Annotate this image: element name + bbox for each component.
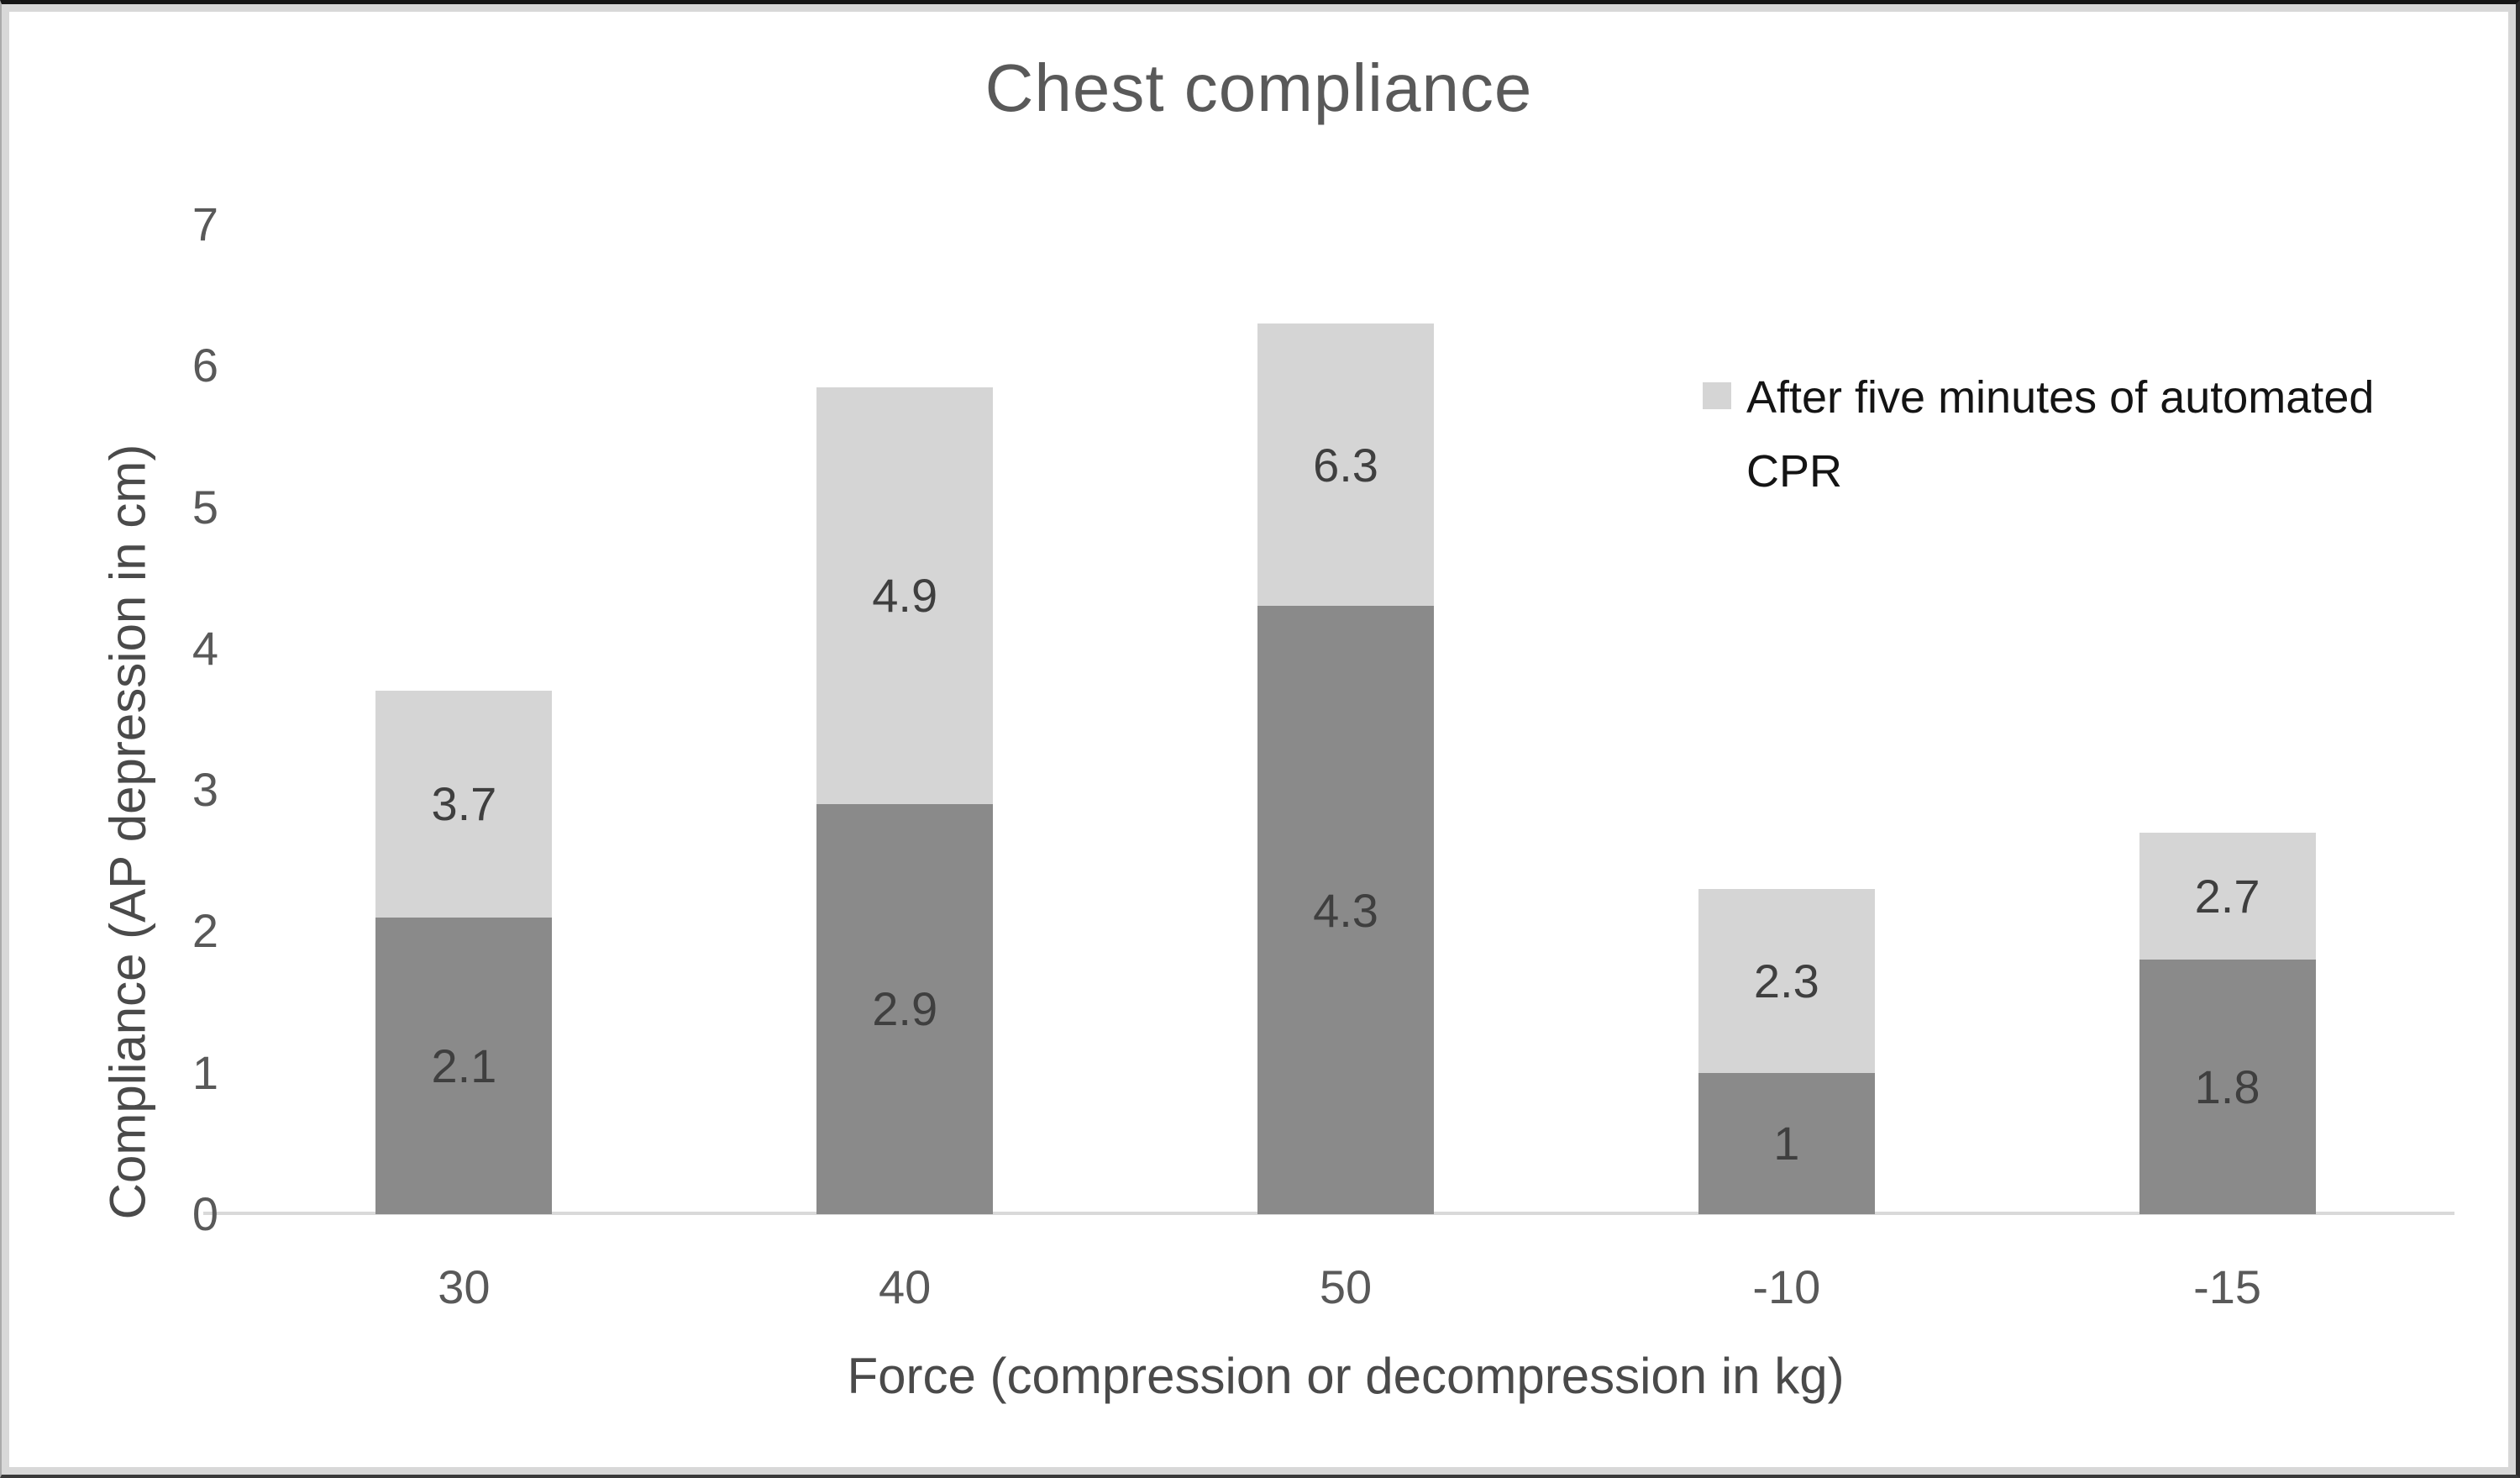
y-axis-title: Compliance (AP depression in cm) xyxy=(99,444,156,1220)
y-tick-label: 4 xyxy=(192,621,218,675)
data-label: 1 xyxy=(1773,1117,1800,1170)
bar-segment-dark: 1.8 xyxy=(2139,960,2316,1214)
y-tick-label: 1 xyxy=(192,1045,218,1099)
bar-segment-dark: 4.3 xyxy=(1257,606,1434,1214)
data-label: 2.3 xyxy=(1753,954,1819,1007)
bar-segment-light: 3.7 xyxy=(375,691,553,918)
y-tick-label: 2 xyxy=(192,904,218,958)
legend-swatch-icon xyxy=(1703,382,1731,409)
x-axis-title: Force (compression or decompression in k… xyxy=(847,1348,1845,1404)
x-tick-label: -15 xyxy=(2193,1260,2262,1313)
x-tick-label: 30 xyxy=(438,1260,491,1313)
bar-segment-light: 4.9 xyxy=(816,387,994,804)
y-tick-label: 0 xyxy=(192,1187,218,1240)
bar-segment-light: 2.7 xyxy=(2139,832,2316,960)
data-label: 4.9 xyxy=(872,569,938,623)
x-tick-label: 50 xyxy=(1319,1260,1373,1313)
data-label: 2.9 xyxy=(872,982,938,1036)
data-label: 1.8 xyxy=(2194,1060,2260,1114)
bar-segment-dark: 2.1 xyxy=(375,917,553,1214)
data-label: 6.3 xyxy=(1313,438,1378,492)
bar-segment-dark: 2.9 xyxy=(816,803,994,1214)
bar-segment-light: 2.3 xyxy=(1698,888,1875,1073)
y-tick-label: 5 xyxy=(192,480,218,534)
y-tick-label: 3 xyxy=(192,763,218,817)
bar-segment-light: 6.3 xyxy=(1257,323,1434,607)
bar-segment-dark: 1 xyxy=(1698,1072,1875,1214)
x-tick-label: 40 xyxy=(879,1260,932,1313)
data-label: 2.7 xyxy=(2194,869,2260,923)
y-tick-label: 6 xyxy=(192,339,218,392)
legend-label: After five minutes of automated CPR xyxy=(1746,372,2375,497)
data-label: 3.7 xyxy=(431,777,497,831)
chart-title: Chest compliance xyxy=(984,50,1533,125)
data-label: 4.3 xyxy=(1313,883,1378,937)
y-tick-label: 7 xyxy=(192,197,218,250)
legend: After five minutes of automated CPR xyxy=(1703,360,2477,508)
x-tick-label: -10 xyxy=(1752,1260,1821,1313)
data-label: 2.1 xyxy=(431,1039,497,1092)
